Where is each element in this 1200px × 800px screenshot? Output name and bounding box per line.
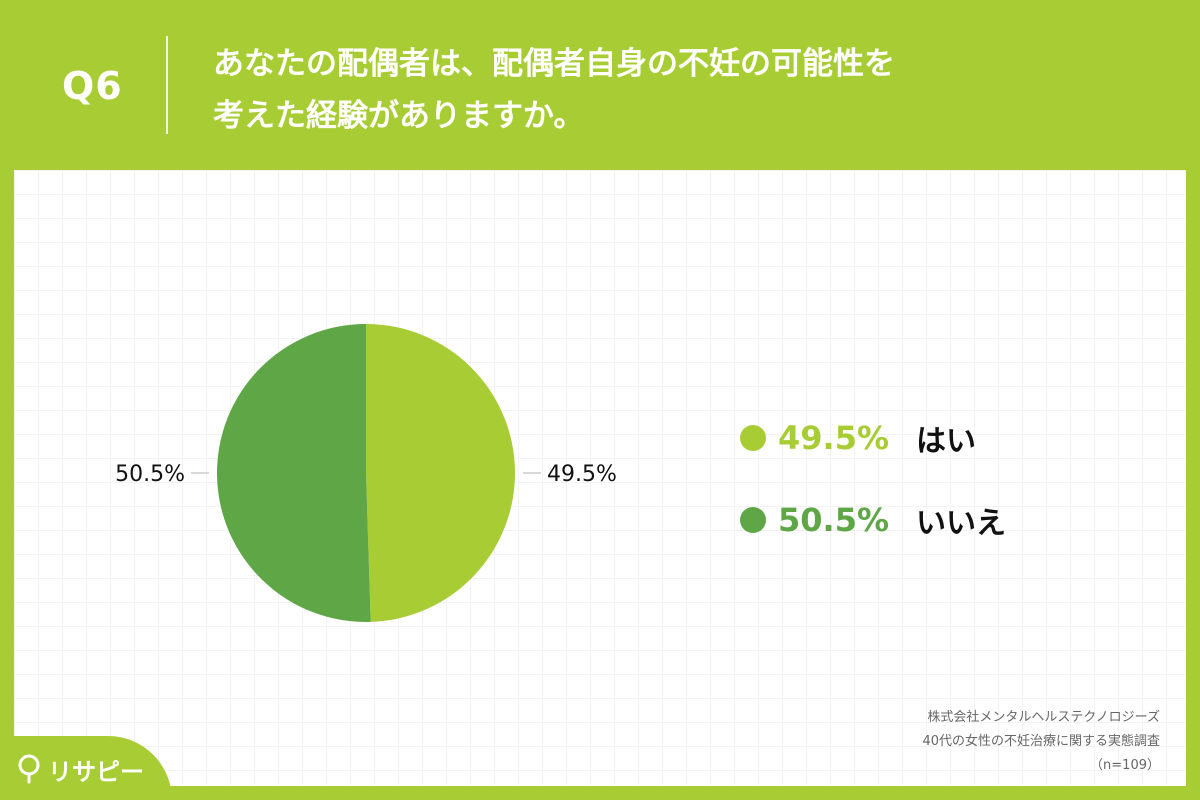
data-label-no: 50.5% <box>115 462 185 487</box>
pie-slice-yes <box>366 324 516 622</box>
header-divider <box>166 36 168 134</box>
source-note: 株式会社メンタルヘルステクノロジーズ 40代の女性の不妊治療に関する実態調査 （… <box>922 706 1160 778</box>
legend-value-yes: 49.5% <box>778 419 890 457</box>
question-line-2: 考えた経験がありますか。 <box>213 98 585 134</box>
source-survey: 40代の女性の不妊治療に関する実態調査 <box>922 734 1160 749</box>
pie-chart: 49.5% 50.5% <box>115 324 617 622</box>
logo: リサピー <box>0 736 172 800</box>
legend: 49.5% はい 50.5% いいえ <box>740 418 1006 582</box>
legend-label-yes: はい <box>916 424 976 459</box>
legend-dot-no <box>740 507 766 533</box>
pin-icon <box>18 754 40 784</box>
question-title: あなたの配偶者は、配偶者自身の不妊の可能性を 考えた経験がありますか。 <box>213 38 1113 142</box>
legend-dot-yes <box>740 425 766 451</box>
pie-slice-no <box>217 324 371 622</box>
header: Q6 あなたの配偶者は、配偶者自身の不妊の可能性を 考えた経験がありますか。 <box>0 0 1200 170</box>
legend-label-no: いいえ <box>916 506 1006 541</box>
source-sample-size: （n=109） <box>1090 758 1160 773</box>
question-line-1: あなたの配偶者は、配偶者自身の不妊の可能性を <box>213 46 895 82</box>
legend-item-yes: 49.5% はい <box>740 418 1006 459</box>
data-label-yes: 49.5% <box>547 462 617 487</box>
legend-value-no: 50.5% <box>778 501 890 539</box>
question-number: Q6 <box>62 64 123 108</box>
chart-panel: 49.5% 50.5% 49.5% はい 50.5% いいえ <box>14 170 1186 786</box>
source-company: 株式会社メンタルヘルステクノロジーズ <box>927 710 1160 725</box>
logo-text: リサピー <box>48 758 144 786</box>
legend-item-no: 50.5% いいえ <box>740 500 1006 541</box>
